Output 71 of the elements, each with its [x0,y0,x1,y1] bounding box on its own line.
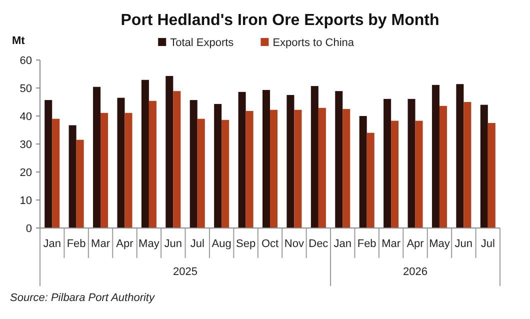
bar [166,76,174,228]
y-tick-label: 10 [20,194,32,207]
x-tick-label: Aug [212,238,232,250]
x-tick-label: Apr [406,238,424,250]
bar [384,98,392,228]
y-axis-title: Mt [12,35,26,47]
bar [310,86,318,228]
legend-label: Total Exports [170,37,234,49]
bar [415,120,423,228]
bar [222,120,230,228]
x-tick-label: Dec [308,238,329,250]
bar [366,132,374,228]
bar [439,106,447,228]
x-tick-label: Apr [116,238,134,250]
bar [238,92,246,228]
y-tick-label: 30 [20,138,32,151]
bar [359,116,367,228]
bar [480,104,488,228]
bar [456,84,464,228]
bar [262,90,270,228]
x-tick-label: Jan [43,238,61,250]
y-tick-label: 60 [20,54,32,67]
bar [141,80,149,228]
bar [270,110,278,228]
bar [408,98,416,228]
bar [464,102,472,228]
bar [124,112,132,228]
x-tick-label: Oct [261,238,279,250]
bar [76,140,84,228]
x-tick-label: Jul [480,238,495,250]
y-tick-label: 20 [20,166,32,179]
bar [197,118,205,228]
bar [488,123,496,228]
y-tick-label: 40 [20,110,32,123]
bar [190,100,198,228]
x-tick-label: Mar [382,238,401,250]
x-tick-label: Sep [236,238,256,250]
text: 2026 [403,266,428,278]
bar [148,100,156,228]
x-tick-label: Mar [91,238,110,250]
y-tick-label: 50 [20,82,32,95]
bar [294,110,302,228]
y-tick-label: 0 [26,222,32,235]
bar [246,110,254,228]
bar [391,120,399,228]
bar [318,108,326,228]
x-tick-label: Jan [334,238,352,250]
x-tick-label: Feb [66,238,86,250]
chart-title: Port Hedland's Iron Ore Exports by Month [120,12,440,29]
bar [342,109,350,228]
x-tick-label: Feb [357,238,376,250]
x-tick-label: Nov [284,238,304,250]
bar [93,86,101,228]
bar [44,100,52,228]
bar [117,98,125,228]
x-tick-label: Jul [190,238,204,250]
text: 2025 [173,266,198,278]
source-note: Source: Pilbara Port Authority [10,292,156,304]
bar [214,104,222,228]
x-tick-label: Jun [454,238,473,250]
bar [68,125,76,228]
bar [100,112,108,228]
legend-label: Exports to China [272,37,355,49]
bar [286,95,294,228]
x-tick-label: Jun [164,238,182,250]
bar [52,118,60,228]
x-tick-label: May [138,238,160,250]
x-tick-label: May [429,238,450,250]
bar [173,91,181,228]
bar [335,91,343,228]
bar [432,84,440,228]
